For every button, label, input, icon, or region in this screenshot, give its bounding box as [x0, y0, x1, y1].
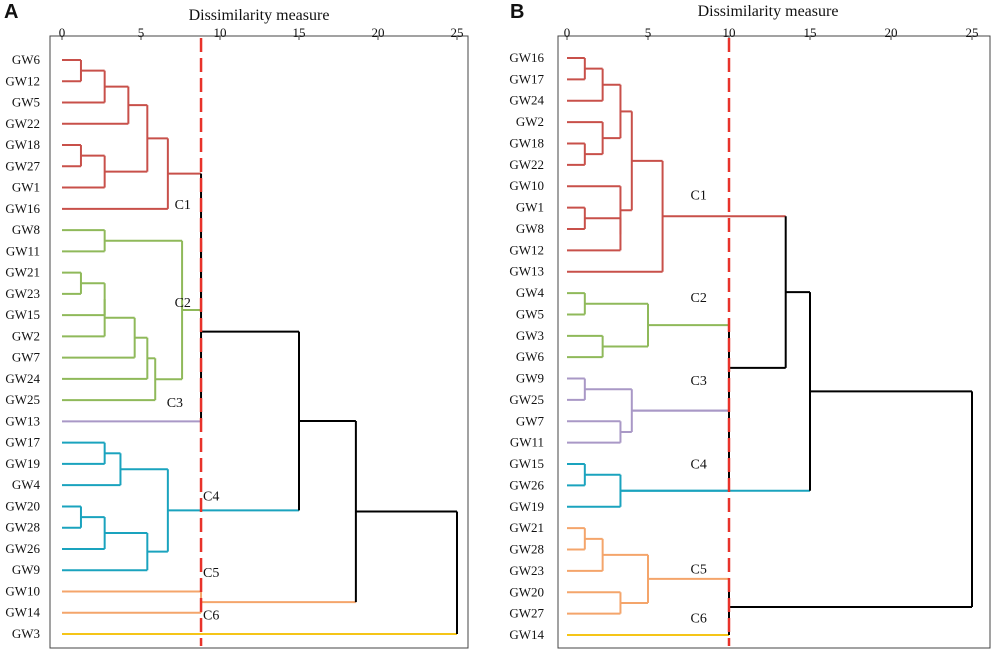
cluster-label: C5 — [691, 562, 707, 577]
leaf-label: GW20 — [509, 584, 544, 599]
tick-label: 0 — [59, 25, 66, 40]
cluster-label: C1 — [691, 188, 707, 203]
panel-b-ticks: 0 5 10 15 20 25 — [564, 25, 979, 40]
leaf-label: GW7 — [516, 413, 545, 428]
leaf-label: GW23 — [5, 286, 40, 301]
panel-b-letter: B — [510, 1, 524, 23]
cluster-label: C5 — [203, 566, 219, 581]
tick-label: 0 — [564, 25, 571, 40]
leaf-label: GW13 — [5, 413, 40, 428]
panel-b-leaf-labels: GW16 GW17 GW24 GW2 GW18 GW22 GW10 GW1 GW8 GW12 GW1… — [509, 50, 544, 642]
leaf-label: GW8 — [12, 222, 40, 237]
panel-a: A Dissimilarity measure 0 5 10 15 20 25 GW6GW… — [4, 1, 469, 649]
leaf-label: GW3 — [516, 328, 544, 343]
leaf-label: GW5 — [516, 306, 544, 321]
leaf-label: GW7 — [12, 350, 41, 365]
panel-a-frame — [49, 35, 469, 649]
leaf-label: GW10 — [5, 583, 40, 598]
cluster-label: C4 — [691, 458, 707, 473]
tick-label: 25 — [451, 25, 464, 40]
leaf-label: GW21 — [509, 520, 544, 535]
leaf-label: GW11 — [510, 435, 544, 450]
leaf-label: GW23 — [509, 563, 544, 578]
leaf-label: GW22 — [509, 157, 544, 172]
leaf-label: GW26 — [509, 477, 544, 492]
leaf-label: GW5 — [12, 95, 40, 110]
leaf-label: GW20 — [5, 498, 40, 513]
leaf-label: GW2 — [12, 328, 40, 343]
cluster-label: C3 — [691, 374, 707, 389]
leaf-label: GW1 — [516, 200, 544, 215]
tick-label: 25 — [966, 25, 979, 40]
leaf-label: GW13 — [509, 264, 544, 279]
leaf-label: GW6 — [12, 52, 41, 67]
leaf-label: GW15 — [5, 307, 40, 322]
leaf-label: GW14 — [509, 627, 544, 642]
leaf-label: GW22 — [5, 116, 40, 131]
leaf-label: GW1 — [12, 180, 40, 195]
leaf-label: GW18 — [509, 135, 544, 150]
leaf-label: GW25 — [5, 392, 40, 407]
leaf-label: GW26 — [5, 541, 40, 556]
leaf-label: GW4 — [12, 477, 41, 492]
cluster-label: C6 — [203, 608, 219, 623]
leaf-label: GW11 — [6, 243, 40, 258]
cluster-label: C1 — [175, 198, 191, 213]
panel-b-links — [567, 57, 973, 636]
panel-b-frame — [557, 35, 991, 649]
leaf-label: GW4 — [516, 285, 545, 300]
leaf-label: GW19 — [509, 499, 544, 514]
cluster-label: C2 — [691, 291, 707, 306]
leaf-label: GW18 — [5, 137, 40, 152]
leaf-label: GW14 — [5, 605, 40, 620]
leaf-label: GW27 — [509, 606, 544, 621]
panel-a-axis-title: Dissimilarity measure — [189, 7, 330, 24]
cluster-label: C3 — [167, 396, 183, 411]
tick-label: 15 — [293, 25, 306, 40]
panel-b: B Dissimilarity measure 0 5 10 15 20 25 GW16G… — [509, 1, 991, 649]
tick-label: 10 — [214, 25, 227, 40]
leaf-label: GW16 — [509, 50, 544, 65]
tick-label: 20 — [372, 25, 385, 40]
leaf-label: GW24 — [5, 371, 40, 386]
leaf-label: GW19 — [5, 456, 40, 471]
leaf-label: GW17 — [5, 435, 40, 450]
panel-a-leaf-labels: GW6 GW12 GW5 GW22 GW18 GW27 GW1 GW16 GW8 GW11 GW21… — [5, 52, 40, 641]
leaf-label: GW17 — [509, 71, 544, 86]
leaf-label: GW2 — [516, 114, 544, 129]
leaf-label: GW16 — [5, 201, 40, 216]
cluster-label: C6 — [691, 611, 707, 626]
leaf-label: GW27 — [5, 158, 40, 173]
leaf-label: GW6 — [516, 349, 545, 364]
leaf-label: GW8 — [516, 221, 544, 236]
panel-a-ticks: 0 5 10 15 20 25 — [59, 25, 464, 40]
panel-a-letter: A — [4, 1, 18, 23]
leaf-label: GW24 — [509, 93, 544, 108]
leaf-label: GW3 — [12, 626, 40, 641]
cluster-label: C4 — [203, 489, 219, 504]
leaf-label: GW21 — [5, 265, 40, 280]
leaf-label: GW15 — [509, 456, 544, 471]
leaf-label: GW10 — [509, 178, 544, 193]
panel-a-cluster-labels: C1 C2 C3 C4 C5 C6 — [167, 198, 220, 623]
panel-a-links — [62, 59, 458, 635]
leaf-label: GW25 — [509, 392, 544, 407]
leaf-label: GW28 — [509, 542, 544, 557]
leaf-label: GW12 — [5, 73, 40, 88]
leaf-label: GW9 — [12, 562, 40, 577]
leaf-label: GW28 — [5, 520, 40, 535]
tick-label: 5 — [138, 25, 145, 40]
leaf-label: GW9 — [516, 371, 544, 386]
panel-b-cluster-labels: C1 C2 C3 C4 C5 C6 — [691, 188, 707, 626]
tick-label: 20 — [885, 25, 898, 40]
tick-label: 5 — [645, 25, 652, 40]
panel-b-axis-title: Dissimilarity measure — [698, 3, 839, 20]
tick-label: 10 — [723, 25, 736, 40]
tick-label: 15 — [804, 25, 817, 40]
leaf-label: GW12 — [509, 242, 544, 257]
cluster-label: C2 — [175, 296, 191, 311]
